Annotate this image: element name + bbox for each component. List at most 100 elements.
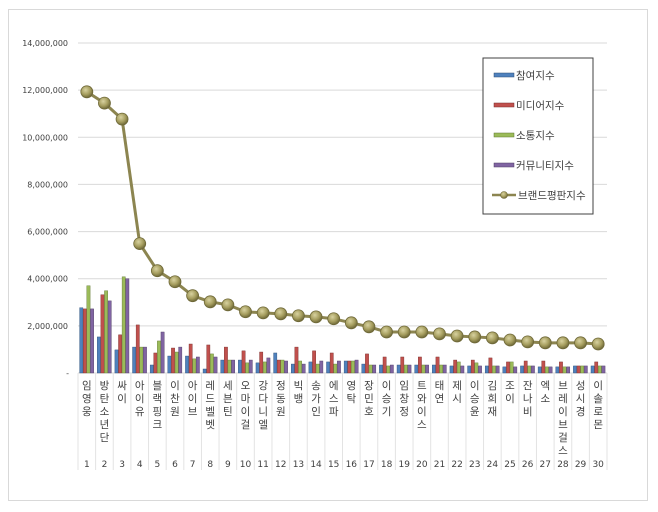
bar — [171, 347, 175, 374]
bar — [372, 364, 377, 374]
line-marker-icon — [591, 337, 605, 351]
svg-text:웅: 웅 — [82, 406, 92, 418]
bar — [255, 362, 260, 374]
bar — [590, 365, 595, 374]
bar — [245, 362, 250, 374]
bar — [537, 366, 542, 374]
x-category-label: 조이 — [505, 380, 515, 405]
bar — [202, 368, 207, 374]
bar — [576, 365, 581, 374]
bar — [396, 364, 401, 374]
line-marker-icon — [538, 336, 552, 350]
line-marker-icon — [150, 264, 164, 278]
svg-text:동: 동 — [276, 393, 286, 405]
svg-text:정: 정 — [276, 380, 286, 392]
bar — [276, 359, 281, 374]
bar — [484, 365, 489, 374]
svg-text:임: 임 — [82, 379, 92, 392]
x-axis: 임영웅1방탄소년단2싸이3아이유4블랙핑크5이찬원6아이브7레드벨벳8세븐틴9오… — [77, 372, 608, 470]
svg-text:빅: 빅 — [294, 380, 304, 392]
line-marker-icon — [521, 335, 535, 349]
svg-text:희: 희 — [488, 393, 498, 405]
bar — [531, 365, 535, 374]
line-marker-icon — [397, 325, 411, 339]
svg-text:블: 블 — [153, 380, 163, 392]
y-tick-label: 10,000,000 — [22, 133, 68, 142]
bar — [192, 358, 197, 374]
svg-text:창: 창 — [399, 393, 409, 405]
bar — [573, 365, 577, 374]
bar — [83, 308, 87, 374]
x-rank-label: 23 — [469, 460, 480, 470]
bar — [188, 343, 193, 374]
bar — [97, 336, 101, 374]
x-category-label: 이찬원 — [170, 380, 180, 418]
y-tick-label: - — [66, 369, 69, 378]
bar — [79, 307, 84, 374]
x-rank-label: 30 — [592, 460, 604, 470]
svg-text:아: 아 — [188, 380, 198, 392]
line-marker-icon — [203, 295, 217, 309]
x-rank-label: 22 — [451, 460, 462, 470]
x-category-label: 에스파 — [329, 380, 339, 418]
x-rank-label: 5 — [154, 460, 160, 470]
bar — [114, 349, 119, 374]
svg-text:븐: 븐 — [223, 393, 233, 405]
bar — [132, 346, 137, 374]
legend-marker-icon — [500, 191, 508, 199]
svg-text:소: 소 — [100, 406, 110, 418]
line-marker-icon — [256, 306, 270, 320]
bar — [238, 359, 242, 374]
bar — [418, 356, 422, 374]
line-marker-icon — [274, 307, 288, 321]
legend-item-community: 커뮤니티지수 — [493, 160, 574, 172]
bar — [548, 366, 553, 374]
bar — [460, 365, 465, 374]
bar — [439, 364, 443, 374]
x-rank-label: 24 — [487, 460, 499, 470]
bar — [220, 359, 225, 374]
bar — [580, 365, 585, 374]
svg-text:로: 로 — [593, 406, 603, 418]
legend-item-communication: 소통지수 — [493, 130, 555, 142]
svg-text:이: 이 — [417, 406, 427, 418]
svg-text:세: 세 — [223, 380, 233, 392]
x-category-label: 엑소 — [540, 380, 550, 405]
svg-text:경: 경 — [576, 405, 586, 418]
bar — [210, 353, 214, 374]
line-marker-icon — [221, 298, 235, 312]
x-rank-label: 25 — [504, 460, 515, 470]
svg-text:다: 다 — [258, 393, 268, 405]
bar — [386, 365, 391, 374]
svg-text:솔: 솔 — [593, 393, 603, 405]
svg-text:스: 스 — [558, 445, 568, 457]
x-category-label: 잔나비 — [523, 380, 533, 418]
bar — [125, 278, 130, 374]
bar — [315, 363, 320, 374]
y-tick-label: 14,000,000 — [22, 39, 68, 48]
svg-text:이: 이 — [117, 393, 127, 405]
svg-text:이: 이 — [593, 380, 603, 392]
bar — [139, 346, 144, 374]
svg-text:몬: 몬 — [593, 419, 603, 431]
bar — [298, 360, 302, 374]
x-category-label: 싸이 — [117, 380, 127, 405]
line-marker-icon — [344, 316, 358, 330]
bar — [601, 365, 606, 374]
bar — [400, 356, 405, 374]
bar — [326, 361, 330, 374]
bar — [241, 350, 246, 374]
line-marker-icon — [362, 320, 376, 334]
line-marker-icon — [327, 312, 341, 326]
bar — [337, 360, 341, 374]
svg-text:스: 스 — [417, 419, 427, 431]
y-tick-label: 4,000,000 — [27, 275, 68, 284]
y-tick-label: 6,000,000 — [27, 228, 68, 237]
bar — [196, 356, 200, 374]
x-rank-label: 9 — [225, 460, 231, 470]
svg-text:트: 트 — [417, 380, 427, 392]
svg-text:드: 드 — [205, 393, 215, 405]
bar — [435, 356, 440, 374]
